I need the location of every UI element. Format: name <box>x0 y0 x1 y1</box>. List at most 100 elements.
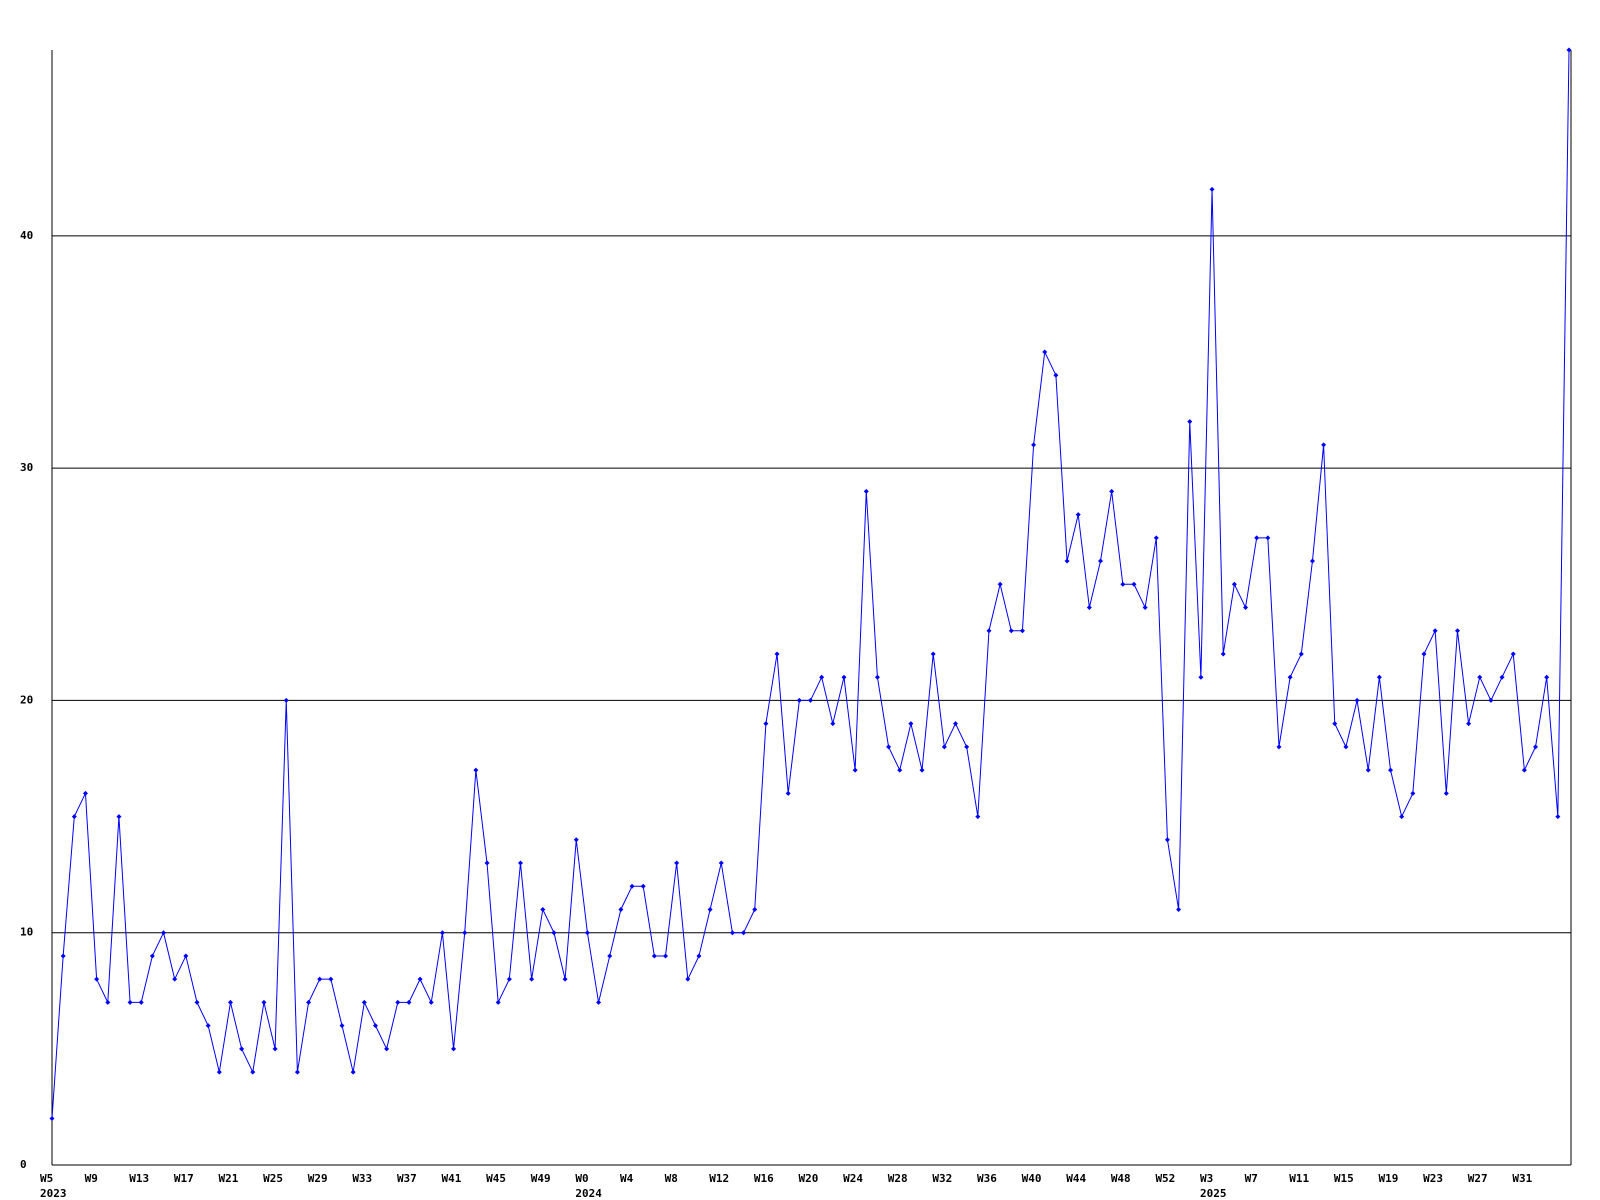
point-marker <box>1176 906 1182 912</box>
x-tick-label: W44 <box>1066 1172 1086 1185</box>
x-tick-label: W3 <box>1200 1172 1213 1185</box>
point-marker <box>886 744 892 750</box>
point-marker <box>395 999 401 1005</box>
point-marker <box>517 860 523 866</box>
x-tick-label: W5 <box>40 1172 53 1185</box>
x-tick-label: W40 <box>1022 1172 1042 1185</box>
x-tick-label: W28 <box>888 1172 908 1185</box>
point-marker <box>1254 535 1260 541</box>
point-marker <box>417 976 423 982</box>
point-marker <box>1287 674 1293 680</box>
x-tick-label: W37 <box>397 1172 417 1185</box>
point-marker <box>629 883 635 889</box>
point-marker <box>116 814 122 820</box>
year-label: 2023 <box>40 1187 67 1200</box>
x-tick-label: W0 <box>575 1172 588 1185</box>
point-marker <box>1555 814 1561 820</box>
x-tick-label: W11 <box>1289 1172 1309 1185</box>
x-tick-label: W25 <box>263 1172 283 1185</box>
point-marker <box>830 721 836 727</box>
point-marker <box>674 860 680 866</box>
point-marker <box>1376 674 1382 680</box>
point-marker <box>1410 790 1416 796</box>
point-marker <box>451 1046 457 1052</box>
point-marker <box>183 953 189 959</box>
point-marker <box>551 930 557 936</box>
y-tick-label: 10 <box>20 926 33 939</box>
point-marker <box>138 999 144 1005</box>
point-marker <box>729 930 735 936</box>
point-marker <box>1354 697 1360 703</box>
x-tick-label: W8 <box>665 1172 678 1185</box>
point-marker <box>930 651 936 657</box>
point-marker <box>127 999 133 1005</box>
point-marker <box>406 999 412 1005</box>
point-marker <box>863 488 869 494</box>
point-marker <box>1443 790 1449 796</box>
point-marker <box>1332 721 1338 727</box>
point-marker <box>1243 605 1249 610</box>
point-marker <box>975 814 981 820</box>
x-tick-label: W16 <box>754 1172 774 1185</box>
x-tick-label: W21 <box>218 1172 238 1185</box>
point-marker <box>1064 558 1070 564</box>
point-marker <box>696 953 702 959</box>
point-marker <box>250 1069 256 1075</box>
point-marker <box>105 999 111 1005</box>
point-marker <box>1265 535 1271 541</box>
point-marker <box>1231 581 1237 587</box>
point-marker <box>317 976 323 982</box>
point-marker <box>986 628 992 634</box>
point-marker <box>1521 767 1527 773</box>
x-tick-label: W49 <box>531 1172 551 1185</box>
year-label: 2024 <box>575 1187 602 1200</box>
point-marker <box>439 930 445 936</box>
point-marker <box>919 767 925 773</box>
point-marker <box>462 930 468 936</box>
point-marker <box>1488 697 1494 703</box>
x-tick-label: W23 <box>1423 1172 1443 1185</box>
point-marker <box>874 674 880 680</box>
point-marker <box>662 953 668 959</box>
x-tick-label: W52 <box>1155 1172 1175 1185</box>
point-marker <box>473 767 479 773</box>
point-marker <box>161 930 167 936</box>
point-marker <box>149 953 155 959</box>
point-marker <box>1510 651 1516 657</box>
point-marker <box>1031 442 1037 448</box>
point-marker <box>618 906 624 912</box>
x-tick-label: W9 <box>85 1172 98 1185</box>
point-marker <box>1566 47 1572 53</box>
point-marker <box>640 883 646 889</box>
point-marker <box>1321 442 1327 448</box>
year-label: 2025 <box>1200 1187 1227 1200</box>
point-marker <box>1198 674 1204 680</box>
x-tick-label: W41 <box>442 1172 462 1185</box>
point-marker <box>707 906 713 912</box>
point-marker <box>428 999 434 1005</box>
x-tick-label: W29 <box>308 1172 328 1185</box>
point-marker <box>1388 767 1394 773</box>
point-marker <box>1421 651 1427 657</box>
point-marker <box>1187 419 1193 425</box>
point-marker <box>819 674 825 680</box>
point-marker <box>1477 674 1483 680</box>
x-tick-label: W33 <box>352 1172 372 1185</box>
point-marker <box>506 976 512 982</box>
point-marker <box>1142 605 1148 610</box>
point-marker <box>1131 581 1137 587</box>
point-marker <box>1544 674 1550 680</box>
point-marker <box>852 767 858 773</box>
point-marker <box>82 790 88 796</box>
point-marker <box>796 697 802 703</box>
point-marker <box>1075 512 1081 518</box>
point-marker <box>1098 558 1104 564</box>
x-tick-label: W12 <box>709 1172 729 1185</box>
point-marker <box>239 1046 245 1052</box>
point-marker <box>741 930 747 936</box>
point-marker <box>964 744 970 750</box>
point-marker <box>1209 186 1215 192</box>
point-marker <box>997 581 1003 587</box>
point-marker <box>216 1069 222 1075</box>
